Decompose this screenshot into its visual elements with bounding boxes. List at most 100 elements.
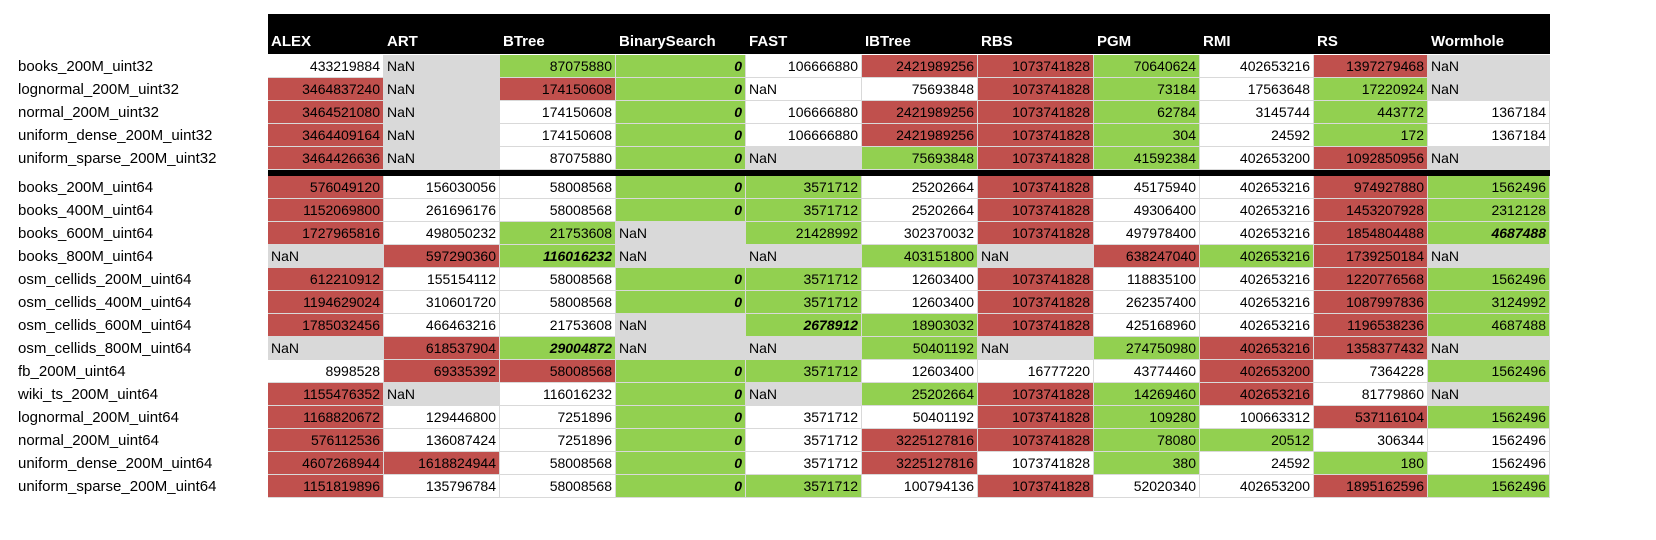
- table-cell[interactable]: 1358377432: [1314, 337, 1428, 360]
- table-cell[interactable]: NaN: [384, 383, 500, 406]
- table-cell[interactable]: 618537904: [384, 337, 500, 360]
- table-cell[interactable]: 174150608: [500, 78, 616, 101]
- table-cell[interactable]: 425168960: [1094, 314, 1200, 337]
- table-cell[interactable]: 3464409164: [268, 124, 384, 147]
- table-cell[interactable]: 0: [616, 176, 746, 199]
- table-cell[interactable]: NaN: [746, 337, 862, 360]
- table-cell[interactable]: NaN: [1428, 55, 1550, 78]
- table-cell[interactable]: NaN: [616, 314, 746, 337]
- table-cell[interactable]: 58008568: [500, 452, 616, 475]
- table-cell[interactable]: 7364228: [1314, 360, 1428, 383]
- table-cell[interactable]: 21428992: [746, 222, 862, 245]
- column-header-wormhole[interactable]: Wormhole: [1431, 33, 1505, 50]
- column-header-rmi[interactable]: RMI: [1203, 33, 1231, 50]
- table-cell[interactable]: 106666880: [746, 124, 862, 147]
- table-cell[interactable]: 3571712: [746, 176, 862, 199]
- table-cell[interactable]: 58008568: [500, 475, 616, 498]
- table-cell[interactable]: 20512: [1200, 429, 1314, 452]
- column-header-binarysearch[interactable]: BinarySearch: [619, 33, 716, 50]
- table-cell[interactable]: 0: [616, 147, 746, 170]
- table-cell[interactable]: 402653216: [1200, 199, 1314, 222]
- table-cell[interactable]: NaN: [1428, 147, 1550, 170]
- table-cell[interactable]: 466463216: [384, 314, 500, 337]
- table-cell[interactable]: 7251896: [500, 406, 616, 429]
- table-cell[interactable]: 135796784: [384, 475, 500, 498]
- table-cell[interactable]: 0: [616, 101, 746, 124]
- table-cell[interactable]: 58008568: [500, 360, 616, 383]
- table-cell[interactable]: 3571712: [746, 268, 862, 291]
- table-cell[interactable]: 402653216: [1200, 222, 1314, 245]
- table-cell[interactable]: 1073741828: [978, 429, 1094, 452]
- table-cell[interactable]: 3464521080: [268, 101, 384, 124]
- table-cell[interactable]: 1073741828: [978, 124, 1094, 147]
- table-cell[interactable]: 1073741828: [978, 291, 1094, 314]
- table-cell[interactable]: 402653216: [1200, 383, 1314, 406]
- table-cell[interactable]: 29004872: [500, 337, 616, 360]
- table-cell[interactable]: 81779860: [1314, 383, 1428, 406]
- table-cell[interactable]: 87075880: [500, 147, 616, 170]
- table-cell[interactable]: 3145744: [1200, 101, 1314, 124]
- table-cell[interactable]: 1073741828: [978, 101, 1094, 124]
- table-cell[interactable]: 302370032: [862, 222, 978, 245]
- column-header-rbs[interactable]: RBS: [981, 33, 1013, 50]
- table-cell[interactable]: 16777220: [978, 360, 1094, 383]
- table-cell[interactable]: 1562496: [1428, 360, 1550, 383]
- table-cell[interactable]: 174150608: [500, 124, 616, 147]
- table-cell[interactable]: NaN: [616, 245, 746, 268]
- table-cell[interactable]: 2678912: [746, 314, 862, 337]
- table-cell[interactable]: 17220924: [1314, 78, 1428, 101]
- table-cell[interactable]: 58008568: [500, 268, 616, 291]
- table-cell[interactable]: 58008568: [500, 291, 616, 314]
- column-header-btree[interactable]: BTree: [503, 33, 545, 50]
- column-header-ibtree[interactable]: IBTree: [865, 33, 911, 50]
- table-cell[interactable]: 70640624: [1094, 55, 1200, 78]
- table-cell[interactable]: 1562496: [1428, 268, 1550, 291]
- table-cell[interactable]: 41592384: [1094, 147, 1200, 170]
- table-cell[interactable]: 498050232: [384, 222, 500, 245]
- table-cell[interactable]: 21753608: [500, 222, 616, 245]
- table-cell[interactable]: 0: [616, 291, 746, 314]
- table-cell[interactable]: 1073741828: [978, 452, 1094, 475]
- table-cell[interactable]: 155154112: [384, 268, 500, 291]
- table-cell[interactable]: 402653216: [1200, 55, 1314, 78]
- table-cell[interactable]: 1562496: [1428, 429, 1550, 452]
- table-cell[interactable]: 497978400: [1094, 222, 1200, 245]
- table-cell[interactable]: NaN: [1428, 245, 1550, 268]
- table-cell[interactable]: 2421989256: [862, 55, 978, 78]
- table-cell[interactable]: 1073741828: [978, 222, 1094, 245]
- table-cell[interactable]: 4687488: [1428, 222, 1550, 245]
- table-cell[interactable]: NaN: [268, 245, 384, 268]
- table-cell[interactable]: 7251896: [500, 429, 616, 452]
- table-cell[interactable]: 3464426636: [268, 147, 384, 170]
- table-cell[interactable]: 1562496: [1428, 452, 1550, 475]
- table-cell[interactable]: 1854804488: [1314, 222, 1428, 245]
- table-cell[interactable]: 402653216: [1200, 245, 1314, 268]
- table-cell[interactable]: 3571712: [746, 429, 862, 452]
- table-cell[interactable]: 402653216: [1200, 291, 1314, 314]
- table-cell[interactable]: 1073741828: [978, 176, 1094, 199]
- table-cell[interactable]: 4607268944: [268, 452, 384, 475]
- table-cell[interactable]: 1151819896: [268, 475, 384, 498]
- table-cell[interactable]: NaN: [268, 337, 384, 360]
- table-cell[interactable]: 1895162596: [1314, 475, 1428, 498]
- column-header-fast[interactable]: FAST: [749, 33, 788, 50]
- table-cell[interactable]: 1397279468: [1314, 55, 1428, 78]
- table-cell[interactable]: 24592: [1200, 124, 1314, 147]
- table-cell[interactable]: 537116104: [1314, 406, 1428, 429]
- table-cell[interactable]: 136087424: [384, 429, 500, 452]
- table-cell[interactable]: 2312128: [1428, 199, 1550, 222]
- table-cell[interactable]: 1220776568: [1314, 268, 1428, 291]
- table-cell[interactable]: 3571712: [746, 291, 862, 314]
- table-cell[interactable]: 576049120: [268, 176, 384, 199]
- table-cell[interactable]: 49306400: [1094, 199, 1200, 222]
- table-cell[interactable]: 1196538236: [1314, 314, 1428, 337]
- table-cell[interactable]: 25202664: [862, 199, 978, 222]
- table-cell[interactable]: 3124992: [1428, 291, 1550, 314]
- table-cell[interactable]: 8998528: [268, 360, 384, 383]
- table-cell[interactable]: 1168820672: [268, 406, 384, 429]
- table-cell[interactable]: NaN: [616, 337, 746, 360]
- table-cell[interactable]: NaN: [384, 55, 500, 78]
- table-cell[interactable]: 0: [616, 429, 746, 452]
- table-cell[interactable]: 62784: [1094, 101, 1200, 124]
- table-cell[interactable]: 402653200: [1200, 360, 1314, 383]
